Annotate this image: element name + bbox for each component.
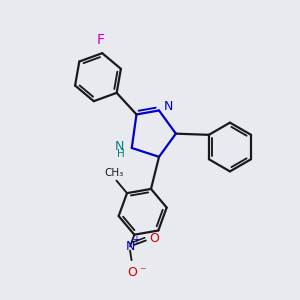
Text: N: N xyxy=(125,240,135,253)
Text: F: F xyxy=(97,33,105,46)
Text: H: H xyxy=(117,149,124,159)
Text: N: N xyxy=(164,100,173,113)
Text: CH₃: CH₃ xyxy=(104,168,124,178)
Text: +: + xyxy=(132,235,140,245)
Text: N: N xyxy=(115,140,124,153)
Text: O: O xyxy=(150,232,160,245)
Text: ⁻: ⁻ xyxy=(140,265,146,278)
Text: O: O xyxy=(127,266,137,279)
